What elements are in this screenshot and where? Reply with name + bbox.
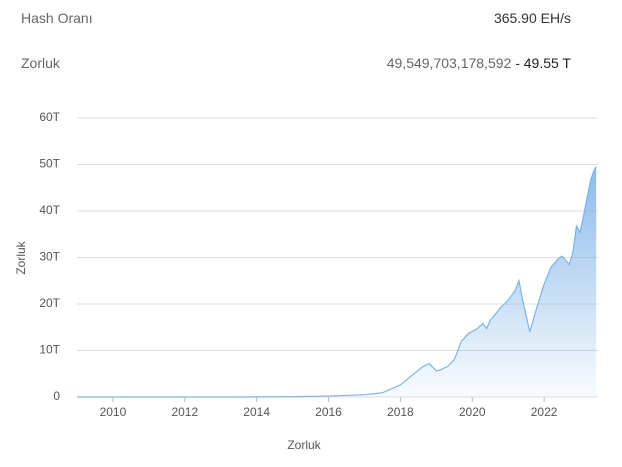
y-tick-label: 50T (39, 157, 60, 171)
y-tick-label: 10T (39, 343, 60, 357)
stat-label: Hash Oranı (21, 10, 93, 26)
y-tick-label: 60T (39, 110, 60, 124)
y-tick-label: 0 (53, 389, 60, 403)
stat-short: 49.55 T (523, 55, 571, 71)
x-tick-label: 2016 (315, 405, 342, 419)
x-axis-title: Zorluk (287, 438, 321, 452)
x-tick-label: 2010 (100, 405, 127, 419)
separator: - (515, 55, 520, 71)
x-tick-label: 2022 (531, 405, 558, 419)
stat-number: 49,549,703,178,592 (386, 55, 512, 71)
area-fill (77, 166, 597, 397)
y-axis-title: Zorluk (14, 240, 28, 274)
y-tick-label: 30T (39, 250, 60, 264)
x-tick-label: 2012 (171, 405, 198, 419)
stat-value: 49,549,703,178,592 - 49.55 T (387, 55, 571, 71)
y-tick-label: 20T (39, 296, 60, 310)
stat-row: Hash Oranı 365.90 EH/s (21, 6, 571, 30)
y-tick-label: 40T (39, 203, 60, 217)
x-tick-label: 2018 (387, 405, 414, 419)
stat-value: 365.90 EH/s (493, 10, 571, 26)
x-tick-label: 2020 (459, 405, 486, 419)
stat-row: Zorluk 49,549,703,178,592 - 49.55 T (21, 51, 571, 75)
area-line (77, 166, 597, 398)
x-tick-label: 2014 (243, 405, 270, 419)
stat-label: Zorluk (21, 55, 60, 71)
